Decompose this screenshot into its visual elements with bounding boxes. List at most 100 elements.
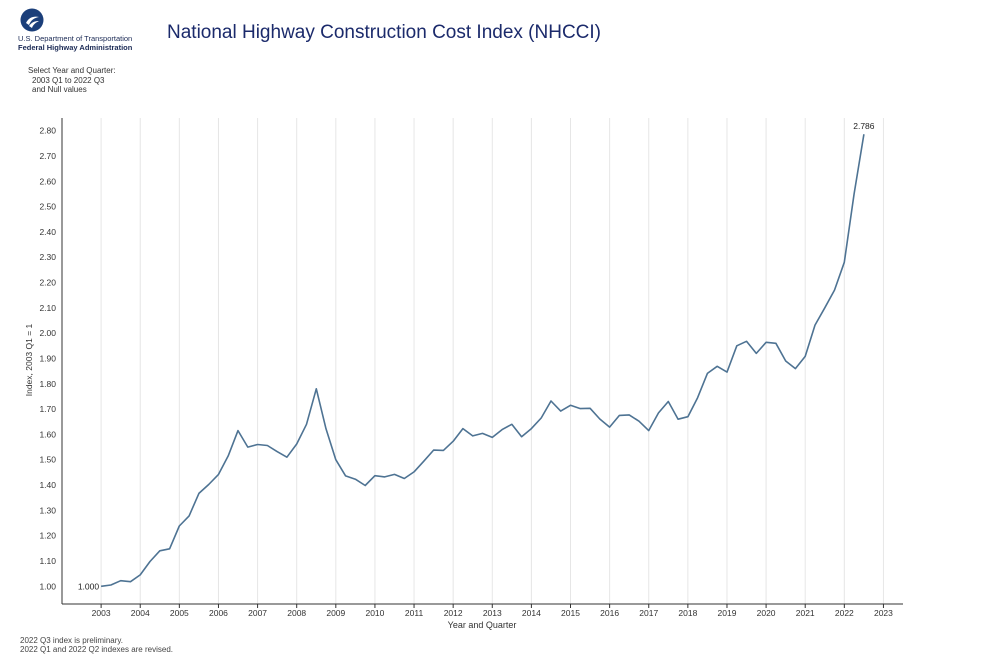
series bbox=[100, 133, 865, 588]
usdot-fhwa-logo[interactable]: U.S. Department of Transportation Federa… bbox=[18, 6, 158, 52]
y-tick-label-1.20: 1.20 bbox=[39, 531, 56, 541]
data-point-2008-Q2 bbox=[305, 423, 308, 426]
data-point-2020-Q3 bbox=[784, 360, 787, 363]
data-point-2012-Q1 bbox=[452, 440, 455, 443]
data-point-2014-Q4 bbox=[559, 410, 562, 413]
data-point-2015-Q3 bbox=[589, 407, 592, 410]
data-point-2015-Q4 bbox=[598, 418, 601, 421]
filter-range: 2003 Q1 to 2022 Q3 bbox=[32, 75, 105, 85]
data-point-2011-Q2 bbox=[422, 460, 425, 463]
x-tick-label-2023: 2023 bbox=[874, 608, 893, 618]
x-tick-label-2015: 2015 bbox=[561, 608, 580, 618]
data-point-2022-Q3 bbox=[862, 133, 865, 136]
data-point-2010-Q4 bbox=[403, 477, 406, 480]
data-point-2018-Q4 bbox=[716, 365, 719, 368]
data-point-2005-Q4 bbox=[207, 483, 210, 486]
data-point-2009-Q2 bbox=[344, 475, 347, 478]
filter-null-values: and Null values bbox=[32, 85, 87, 94]
y-tick-label-2.10: 2.10 bbox=[39, 303, 56, 313]
data-point-2010-Q3 bbox=[393, 473, 396, 476]
data-point-2008-Q4 bbox=[325, 427, 328, 430]
x-axis-title: Year and Quarter bbox=[448, 620, 517, 630]
footnotes: 2022 Q3 index is preliminary. 2022 Q1 an… bbox=[20, 636, 173, 654]
x-tick-label-2018: 2018 bbox=[678, 608, 697, 618]
logo-department-text: U.S. Department of Transportation bbox=[18, 34, 133, 43]
data-point-2019-Q2 bbox=[735, 344, 738, 347]
data-point-2011-Q1 bbox=[413, 470, 416, 473]
data-point-2014-Q1 bbox=[530, 427, 533, 430]
series-line-0 bbox=[100, 134, 865, 588]
data-point-2007-Q2 bbox=[266, 444, 269, 447]
data-point-2008-Q3 bbox=[315, 387, 318, 390]
y-tick-label-1.40: 1.40 bbox=[39, 480, 56, 490]
page-title: National Highway Construction Cost Index… bbox=[167, 22, 601, 43]
y-tick-label-2.30: 2.30 bbox=[39, 252, 56, 262]
y-tick-label-1.60: 1.60 bbox=[39, 429, 56, 439]
data-point-2014-Q3 bbox=[550, 400, 553, 403]
x-tick-label-2003: 2003 bbox=[92, 608, 111, 618]
filter-label: Select Year and Quarter: bbox=[28, 66, 116, 75]
y-tick-label-2.80: 2.80 bbox=[39, 126, 56, 136]
data-point-2010-Q1 bbox=[374, 474, 377, 477]
data-point-2009-Q3 bbox=[354, 478, 357, 481]
data-point-2004-Q4 bbox=[168, 547, 171, 550]
data-point-2006-Q3 bbox=[237, 429, 240, 432]
data-point-2004-Q1 bbox=[139, 573, 142, 576]
data-point-2012-Q3 bbox=[471, 435, 474, 438]
data-point-2014-Q2 bbox=[540, 417, 543, 420]
x-tick-label-2011: 2011 bbox=[405, 608, 424, 618]
y-tick-label-2.70: 2.70 bbox=[39, 151, 56, 161]
y-tick-label-2.40: 2.40 bbox=[39, 227, 56, 237]
x-tick-label-2006: 2006 bbox=[209, 608, 228, 618]
data-point-2016-Q2 bbox=[618, 414, 621, 417]
x-tick-label-2021: 2021 bbox=[796, 608, 815, 618]
footnote-revised: 2022 Q1 and 2022 Q2 indexes are revised. bbox=[20, 645, 173, 654]
data-point-2013-Q3 bbox=[510, 423, 513, 426]
data-point-2021-Q4 bbox=[833, 289, 836, 292]
data-point-2018-Q1 bbox=[686, 415, 689, 418]
y-tick-labels: 1.00 1.10 1.20 1.30 1.40 1.50 1.60 1.70 1.80 1.90… bbox=[39, 126, 56, 592]
data-point-2005-Q3 bbox=[198, 492, 201, 495]
data-point-2019-Q1 bbox=[726, 371, 729, 374]
data-point-2003-Q1 bbox=[100, 585, 103, 588]
data-point-2010-Q2 bbox=[383, 476, 386, 479]
y-tick-label-1.10: 1.10 bbox=[39, 556, 56, 566]
data-point-2011-Q3 bbox=[432, 449, 435, 452]
x-tick-label-2012: 2012 bbox=[444, 608, 463, 618]
y-tick-label-2.60: 2.60 bbox=[39, 176, 56, 186]
data-point-2017-Q3 bbox=[667, 400, 670, 403]
data-point-2003-Q2 bbox=[109, 584, 112, 587]
x-tick-label-2022: 2022 bbox=[835, 608, 854, 618]
usdot-logo-icon bbox=[20, 8, 44, 32]
data-point-2012-Q2 bbox=[462, 427, 465, 430]
gridlines bbox=[100, 118, 884, 604]
data-point-2007-Q3 bbox=[276, 450, 279, 453]
data-point-2013-Q1 bbox=[491, 436, 494, 439]
data-point-2015-Q1 bbox=[569, 404, 572, 407]
x-tick-label-2008: 2008 bbox=[287, 608, 306, 618]
data-point-2022-Q2 bbox=[853, 193, 856, 196]
y-tick-label-1.00: 1.00 bbox=[39, 581, 56, 591]
data-point-2012-Q4 bbox=[481, 432, 484, 435]
logo-administration-text: Federal Highway Administration bbox=[18, 43, 133, 52]
data-point-2006-Q4 bbox=[246, 446, 249, 449]
y-tick-label-2.20: 2.20 bbox=[39, 278, 56, 288]
data-label-2.786: 2.786 bbox=[853, 121, 875, 131]
data-point-2020-Q1 bbox=[765, 341, 768, 344]
data-point-2016-Q4 bbox=[638, 420, 641, 423]
x-tick-label-2020: 2020 bbox=[757, 608, 776, 618]
data-point-2021-Q3 bbox=[823, 306, 826, 309]
data-point-2021-Q2 bbox=[814, 324, 817, 327]
data-point-2017-Q2 bbox=[657, 411, 660, 414]
x-tick-label-2016: 2016 bbox=[600, 608, 619, 618]
y-tick-label-1.90: 1.90 bbox=[39, 353, 56, 363]
filter-summary[interactable]: Select Year and Quarter: 2003 Q1 to 2022… bbox=[28, 66, 116, 95]
data-point-2006-Q1 bbox=[217, 473, 220, 476]
axes bbox=[61, 118, 903, 605]
y-tick-label-1.50: 1.50 bbox=[39, 455, 56, 465]
data-point-2017-Q1 bbox=[647, 429, 650, 432]
data-point-2016-Q3 bbox=[628, 414, 631, 417]
x-tick-labels: 2003 2004 2005 2006 2007 2008 2009 2010 2011 2012… bbox=[92, 604, 893, 618]
data-point-2018-Q3 bbox=[706, 372, 709, 375]
